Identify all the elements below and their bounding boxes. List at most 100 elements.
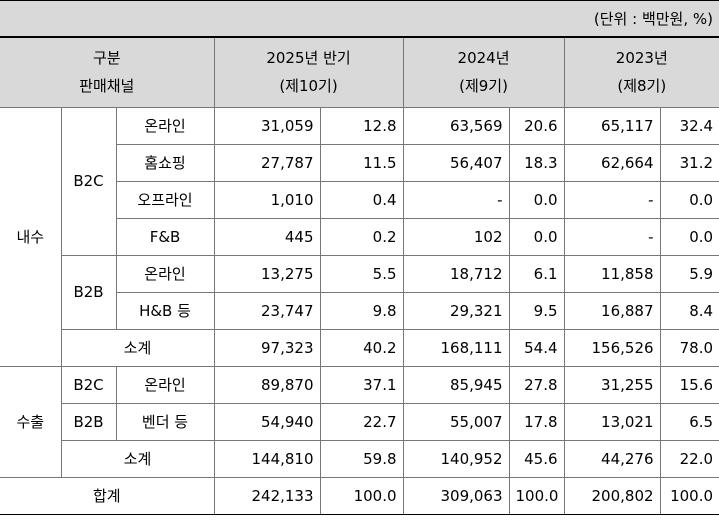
channel-cell: 홈쇼핑 bbox=[116, 143, 215, 182]
ratio-cell: 8.4 bbox=[659, 291, 719, 330]
ratio-cell: 100.0 bbox=[508, 476, 565, 515]
value-cell: 23,747 bbox=[213, 291, 321, 330]
channel-cell: 온라인 bbox=[115, 106, 215, 145]
ratio-cell: 0.4 bbox=[319, 180, 404, 219]
subtotal-label: 소계 bbox=[61, 439, 215, 478]
ratio-cell: 5.5 bbox=[319, 254, 404, 293]
period-year: 2025년 반기 bbox=[266, 49, 351, 68]
total-label: 합계 bbox=[0, 476, 215, 515]
ratio-cell: 6.1 bbox=[508, 254, 565, 293]
value-cell: 11,858 bbox=[563, 254, 661, 293]
value-cell: 31,059 bbox=[213, 106, 321, 145]
group-domestic: 내수 bbox=[0, 106, 62, 367]
value-cell: - bbox=[563, 180, 661, 219]
value-cell: 56,407 bbox=[402, 143, 510, 182]
subtotal-row: 소계 144,810 59.8 140,952 45.6 44,276 22.0 bbox=[0, 439, 719, 478]
value-cell: 13,021 bbox=[563, 402, 661, 441]
value-cell: 18,712 bbox=[402, 254, 510, 293]
value-cell: 200,802 bbox=[563, 476, 661, 515]
header-row: 구분 판매채널 2025년 반기 (제10기) 2024년 (제9기) 2023… bbox=[0, 36, 719, 108]
header-category-label: 구분 bbox=[92, 49, 121, 68]
ratio-cell: 22.0 bbox=[659, 439, 719, 478]
unit-note: (단위 : 백만원, %) bbox=[0, 0, 719, 36]
table-row: F&B 445 0.2 102 0.0 - 0.0 bbox=[0, 217, 719, 256]
value-cell: 89,870 bbox=[213, 365, 321, 404]
value-cell: 140,952 bbox=[402, 439, 510, 478]
value-cell: - bbox=[563, 217, 661, 256]
value-cell: 55,007 bbox=[402, 402, 510, 441]
ratio-cell: 0.0 bbox=[508, 180, 565, 219]
value-cell: 62,664 bbox=[563, 143, 661, 182]
value-cell: 54,940 bbox=[213, 402, 321, 441]
value-cell: 309,063 bbox=[402, 476, 510, 515]
ratio-cell: 0.0 bbox=[659, 180, 719, 219]
table-row: 내수 B2C 온라인 31,059 12.8 63,569 20.6 65,11… bbox=[0, 106, 719, 367]
ratio-cell: 78.0 bbox=[659, 328, 719, 367]
value-cell: 102 bbox=[402, 217, 510, 256]
sales-by-channel-table: 구분 판매채널 2025년 반기 (제10기) 2024년 (제9기) 2023… bbox=[0, 36, 719, 515]
value-cell: 144,810 bbox=[213, 439, 321, 478]
header-period-2023: 2023년 (제8기) bbox=[563, 36, 719, 108]
value-cell: 1,010 bbox=[213, 180, 321, 219]
ratio-cell: 6.5 bbox=[659, 402, 719, 441]
ratio-cell: 17.8 bbox=[508, 402, 565, 441]
segment-b2b: B2B bbox=[61, 254, 117, 330]
table-row: 수출 B2C 온라인 89,870 37.1 85,945 27.8 31,25… bbox=[0, 365, 719, 478]
table-row: B2B 온라인 13,275 5.5 18,712 6.1 11,858 5.9 bbox=[0, 254, 719, 330]
ratio-cell: 37.1 bbox=[319, 365, 404, 404]
value-cell: 97,323 bbox=[213, 328, 321, 367]
ratio-cell: 31.2 bbox=[659, 143, 719, 182]
value-cell: 31,255 bbox=[563, 365, 661, 404]
subtotal-row: 소계 97,323 40.2 168,111 54.4 156,526 78.0 bbox=[0, 328, 719, 367]
value-cell: 16,887 bbox=[563, 291, 661, 330]
period-year: 2023년 bbox=[615, 49, 668, 68]
header-channel-label: 판매채널 bbox=[79, 77, 135, 96]
ratio-cell: 11.5 bbox=[319, 143, 404, 182]
ratio-cell: 32.4 bbox=[659, 106, 719, 145]
channel-cell: 온라인 bbox=[115, 254, 215, 293]
period-term: (제10기) bbox=[279, 77, 338, 96]
ratio-cell: 5.9 bbox=[659, 254, 719, 293]
channel-cell: H&B 등 bbox=[116, 291, 215, 330]
ratio-cell: 12.8 bbox=[319, 106, 404, 145]
channel-cell: 벤더 등 bbox=[115, 402, 215, 441]
segment-b2c: B2C bbox=[60, 106, 117, 256]
ratio-cell: 9.8 bbox=[319, 291, 404, 330]
value-cell: 156,526 bbox=[563, 328, 661, 367]
ratio-cell: 45.6 bbox=[508, 439, 565, 478]
period-year: 2024년 bbox=[457, 49, 510, 68]
ratio-cell: 22.7 bbox=[319, 402, 404, 441]
ratio-cell: 20.6 bbox=[508, 106, 565, 145]
period-term: (제9기) bbox=[459, 77, 508, 96]
subtotal-label: 소계 bbox=[61, 328, 215, 367]
ratio-cell: 54.4 bbox=[508, 328, 565, 367]
ratio-cell: 40.2 bbox=[319, 328, 404, 367]
ratio-cell: 15.6 bbox=[659, 365, 719, 404]
total-row: 합계 242,133 100.0 309,063 100.0 200,802 1… bbox=[0, 476, 719, 515]
value-cell: 13,275 bbox=[213, 254, 321, 293]
table-row: 오프라인 1,010 0.4 - 0.0 - 0.0 bbox=[0, 180, 719, 219]
channel-cell: F&B bbox=[116, 217, 215, 256]
channel-cell: 오프라인 bbox=[116, 180, 215, 219]
ratio-cell: 27.8 bbox=[508, 365, 565, 404]
period-term: (제8기) bbox=[617, 77, 667, 96]
value-cell: 29,321 bbox=[402, 291, 510, 330]
ratio-cell: 0.2 bbox=[319, 217, 404, 256]
table-row: H&B 등 23,747 9.8 29,321 9.5 16,887 8.4 bbox=[0, 291, 719, 330]
header-period-2025: 2025년 반기 (제10기) bbox=[213, 36, 404, 108]
value-cell: 168,111 bbox=[402, 328, 510, 367]
value-cell: 65,117 bbox=[563, 106, 661, 145]
ratio-cell: 59.8 bbox=[319, 439, 404, 478]
value-cell: - bbox=[402, 180, 510, 219]
group-export: 수출 bbox=[0, 365, 62, 478]
header-period-2024: 2024년 (제9기) bbox=[402, 36, 565, 108]
value-cell: 445 bbox=[213, 217, 321, 256]
ratio-cell: 9.5 bbox=[508, 291, 565, 330]
value-cell: 27,787 bbox=[213, 143, 321, 182]
ratio-cell: 0.0 bbox=[508, 217, 565, 256]
ratio-cell: 0.0 bbox=[659, 217, 719, 256]
segment-b2b: B2B bbox=[61, 402, 117, 441]
value-cell: 85,945 bbox=[402, 365, 510, 404]
value-cell: 242,133 bbox=[213, 476, 321, 515]
ratio-cell: 100.0 bbox=[659, 476, 719, 515]
